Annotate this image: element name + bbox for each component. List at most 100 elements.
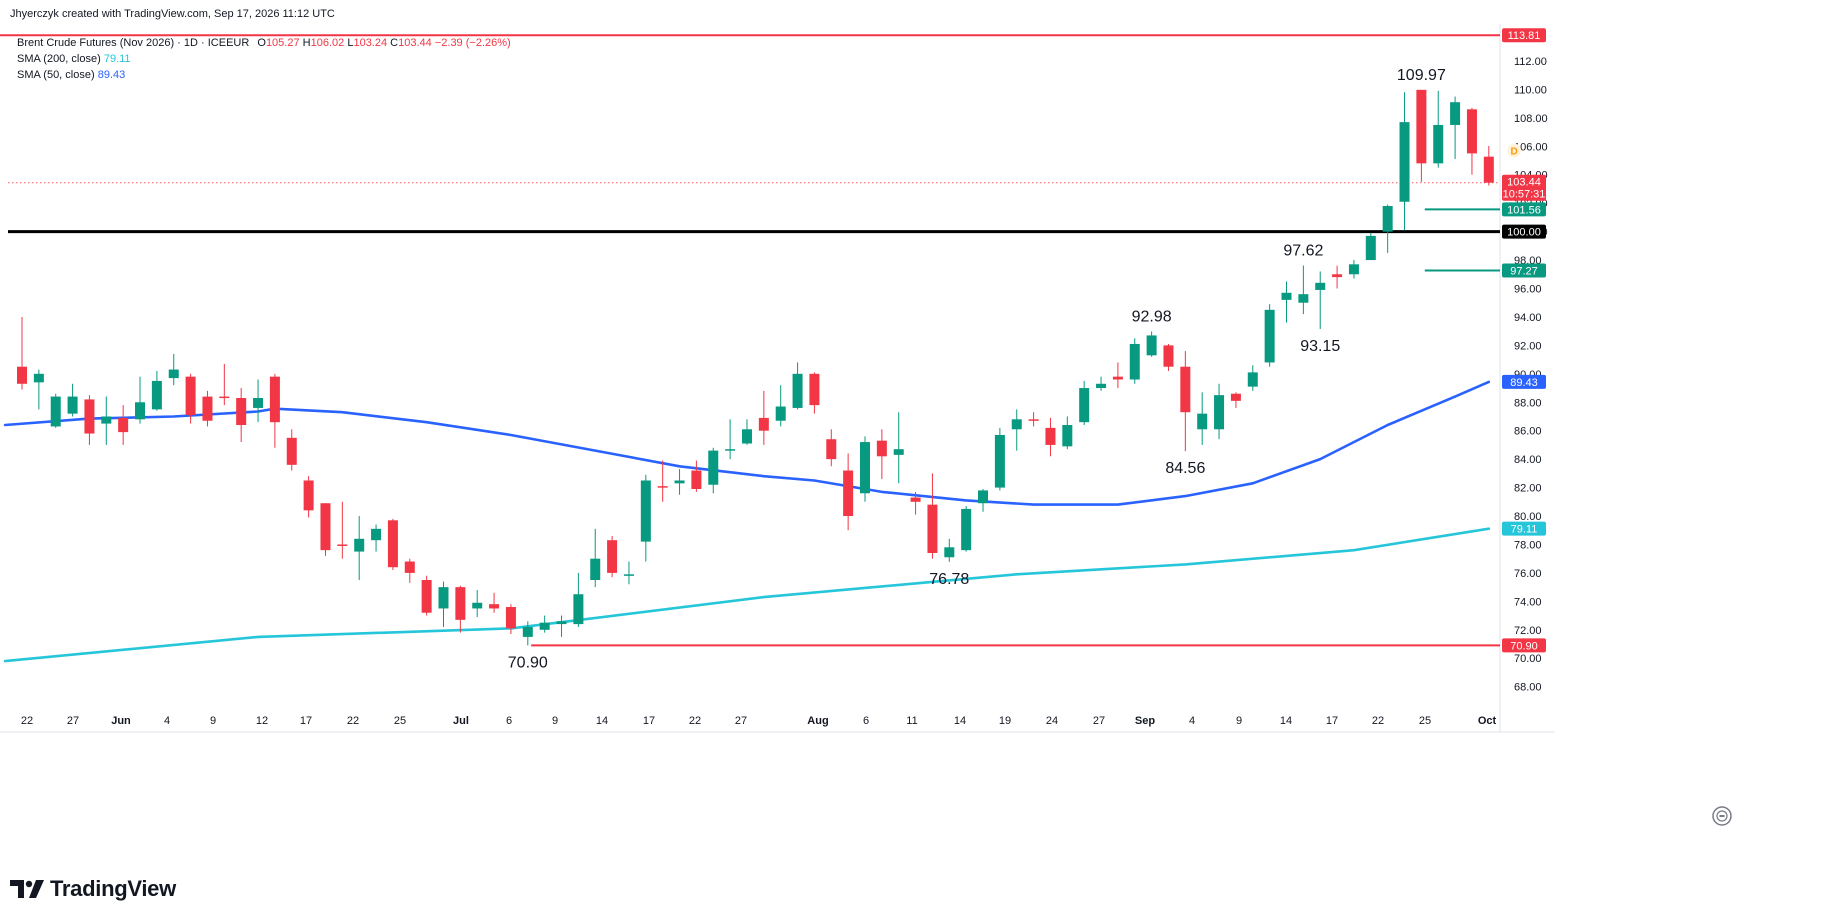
candle-body <box>657 486 668 488</box>
candle <box>1096 376 1107 391</box>
candle-body <box>33 373 44 383</box>
candle <box>1332 265 1343 289</box>
candle-body <box>135 402 146 420</box>
candle-body <box>876 440 887 457</box>
level-tag-113.81: 113.81 <box>1508 30 1541 42</box>
sma200-value: 79.11 <box>103 53 131 65</box>
candle <box>269 373 280 448</box>
candle <box>674 469 685 495</box>
y-tick-label: 78.00 <box>1514 539 1542 551</box>
candle-body <box>1466 109 1477 154</box>
candle <box>1399 92 1410 231</box>
candle <box>539 615 550 633</box>
y-tick-label: 84.00 <box>1514 454 1542 466</box>
y-tick-label: 96.00 <box>1514 283 1542 295</box>
candle-body <box>674 480 685 484</box>
y-tick-label: 72.00 <box>1514 625 1542 637</box>
x-tick-label: 27 <box>1093 715 1105 727</box>
candle-body <box>202 396 213 421</box>
candle-body <box>67 396 78 414</box>
candle-body <box>1045 427 1056 445</box>
candle <box>1281 281 1292 323</box>
candle <box>202 390 213 427</box>
candle <box>371 524 382 552</box>
candle-body <box>522 626 533 637</box>
tradingview-logo-icon <box>10 880 44 898</box>
candle <box>337 501 348 559</box>
change-value: −2.39 (−2.26%) <box>434 37 511 49</box>
candle-body <box>1096 383 1107 389</box>
price-tag-103.44-bg <box>1502 174 1546 201</box>
candle-body <box>421 580 432 613</box>
level-tag-100.00: 100.00 <box>1507 227 1541 239</box>
level-tag-70.90: 70.90 <box>1510 640 1538 652</box>
candle <box>438 581 449 627</box>
y-tick-label: 82.00 <box>1514 483 1542 495</box>
candle-body <box>1264 309 1275 363</box>
y-tick-label: 76.00 <box>1514 568 1542 580</box>
candle <box>135 376 146 424</box>
candle <box>573 572 584 627</box>
candle <box>1315 271 1326 330</box>
x-tick-label: 22 <box>347 715 359 727</box>
y-tick-label: 110.00 <box>1514 84 1547 96</box>
horizontal-levels <box>0 34 1500 647</box>
legend-symbol-row[interactable]: Brent Crude Futures (Nov 2026) · 1D · IC… <box>17 35 511 51</box>
y-tick-label: 70.00 <box>1514 653 1542 665</box>
candle-body <box>1230 393 1241 401</box>
candle-body <box>1028 419 1039 421</box>
candle <box>67 383 78 417</box>
legend-sma200-row[interactable]: SMA (200, close) 79.11 <box>17 51 511 67</box>
candle <box>1112 362 1123 389</box>
candle <box>1348 260 1359 279</box>
sma50-value: 89.43 <box>97 69 126 81</box>
candle-body <box>1062 425 1073 447</box>
candle-body <box>826 439 837 460</box>
x-tick-label: 17 <box>300 715 312 727</box>
x-tick-label: 25 <box>394 715 406 727</box>
y-tick-label: 68.00 <box>1514 682 1542 694</box>
candle <box>1416 89 1427 182</box>
candle <box>893 412 904 484</box>
candle-body <box>1365 235 1376 261</box>
candle-body <box>1348 264 1359 275</box>
candle <box>1264 304 1275 367</box>
x-tick-label: 17 <box>1326 715 1338 727</box>
candle <box>725 419 736 460</box>
candle-body <box>489 604 500 609</box>
candle-body <box>1129 343 1140 380</box>
moving-averages <box>3 380 1491 663</box>
candle <box>1433 90 1444 168</box>
candle <box>623 561 634 585</box>
x-tick-label: Aug <box>807 715 828 727</box>
x-tick-label: 4 <box>1189 715 1195 727</box>
x-tick-label: 14 <box>954 715 966 727</box>
candle-body <box>910 497 921 502</box>
sma50-label: SMA (50, close) <box>17 69 95 81</box>
candle <box>101 396 112 445</box>
candle <box>387 518 398 571</box>
tradingview-logo[interactable]: TradingView <box>10 876 176 902</box>
candles <box>17 89 1494 646</box>
candle <box>961 506 972 552</box>
tradingview-logo-text: TradingView <box>50 876 176 901</box>
x-tick-label: 17 <box>643 715 655 727</box>
candle-body <box>253 397 264 408</box>
y-tick-label: 86.00 <box>1514 426 1542 438</box>
candle-body <box>185 376 196 416</box>
goto-realtime-icon[interactable] <box>1712 806 1732 826</box>
candle-body <box>741 429 752 444</box>
candle-body <box>809 373 820 406</box>
level-tag-97.27: 97.27 <box>1510 265 1538 277</box>
legend-sma50-row[interactable]: SMA (50, close) 89.43 <box>17 67 511 83</box>
candle <box>843 453 854 531</box>
candle-body <box>1247 372 1258 387</box>
candle-body <box>1011 419 1022 430</box>
candle <box>1129 338 1140 384</box>
candle-body <box>1450 102 1461 125</box>
x-tick-label: 24 <box>1046 715 1058 727</box>
candle-body <box>1180 366 1191 413</box>
candle <box>708 447 719 494</box>
candle <box>354 516 365 581</box>
